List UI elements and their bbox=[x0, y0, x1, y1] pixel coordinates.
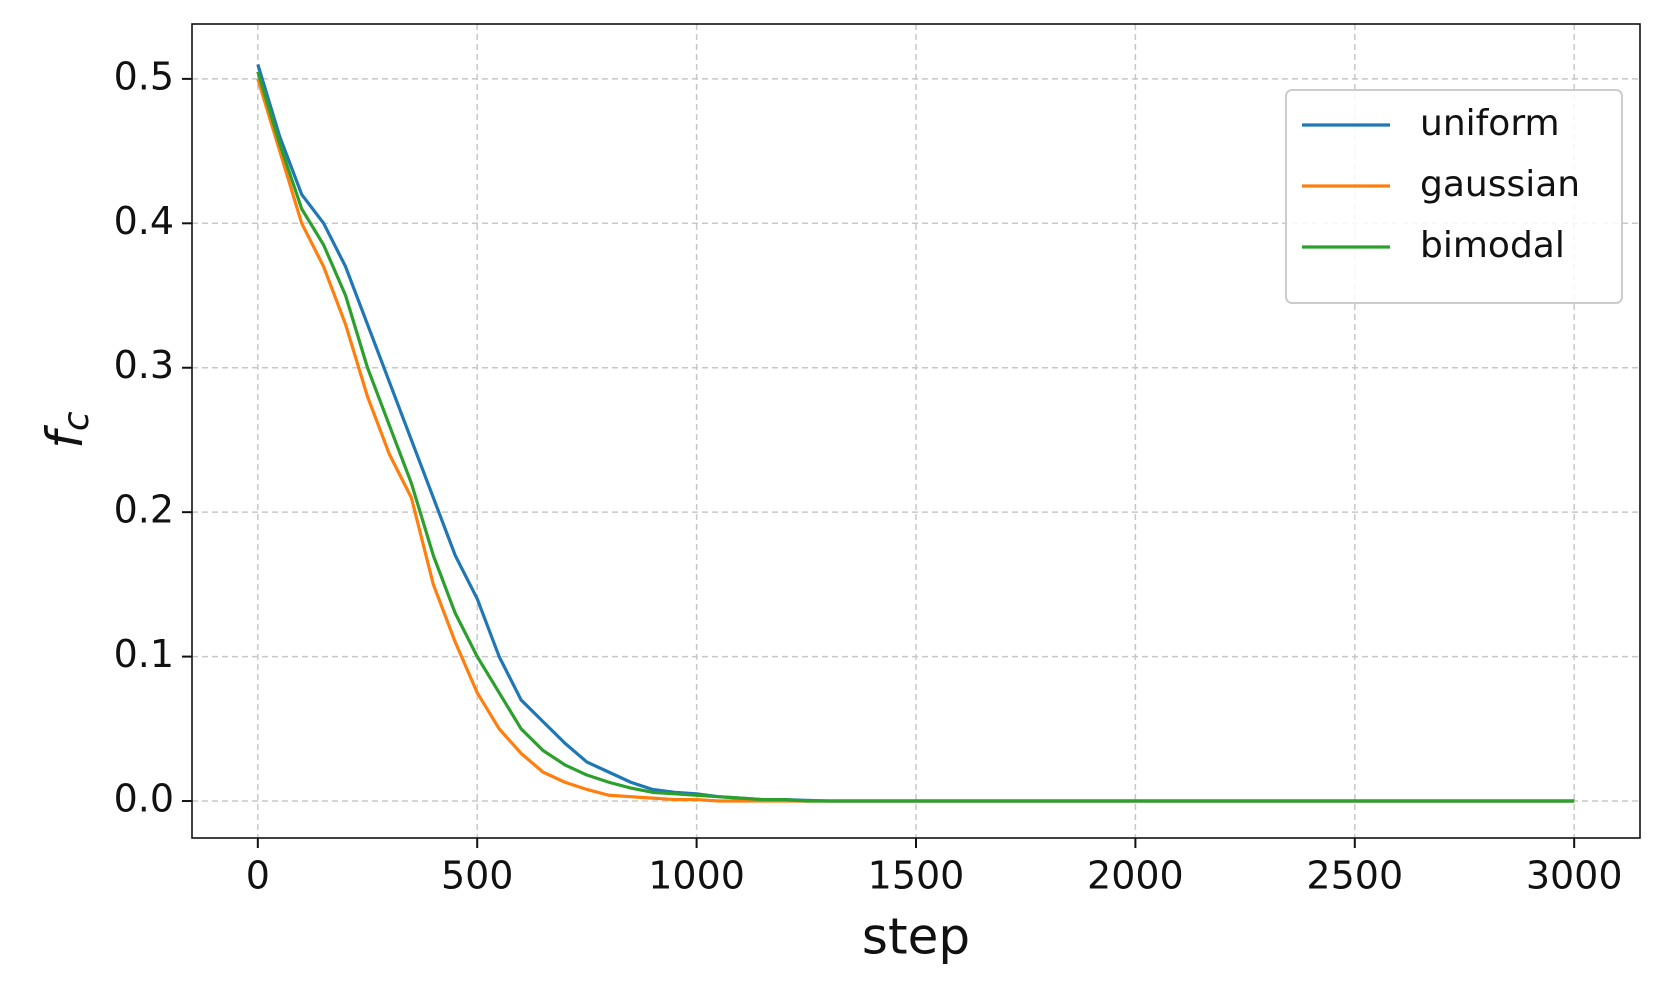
x-tick-label: 1000 bbox=[648, 854, 745, 898]
legend-box bbox=[1285, 89, 1623, 304]
y-tick-label: 0.5 bbox=[114, 54, 174, 98]
x-axis-label: step bbox=[862, 908, 970, 966]
x-tick-label: 1500 bbox=[868, 854, 965, 898]
y-tick-label: 0.4 bbox=[114, 199, 174, 243]
y-tick-label: 0.1 bbox=[114, 632, 174, 676]
y-axis-label: fc bbox=[36, 411, 98, 449]
legend-label: bimodal bbox=[1420, 225, 1565, 266]
legend-label: uniform bbox=[1420, 103, 1560, 144]
x-tick-label: 500 bbox=[441, 854, 514, 898]
y-tick-label: 0.3 bbox=[114, 343, 174, 387]
plot-frame bbox=[191, 23, 1641, 839]
legend-label: gaussian bbox=[1420, 164, 1580, 205]
x-tick-label: 0 bbox=[246, 854, 270, 898]
y-label-subscript: c bbox=[56, 411, 97, 431]
y-tick-label: 0.2 bbox=[114, 488, 174, 532]
y-tick-label: 0.0 bbox=[114, 777, 174, 821]
x-tick-label: 2500 bbox=[1306, 854, 1403, 898]
series-line bbox=[256, 71, 1575, 803]
x-tick-label: 2000 bbox=[1087, 854, 1184, 898]
x-tick-label: 3000 bbox=[1526, 854, 1623, 898]
